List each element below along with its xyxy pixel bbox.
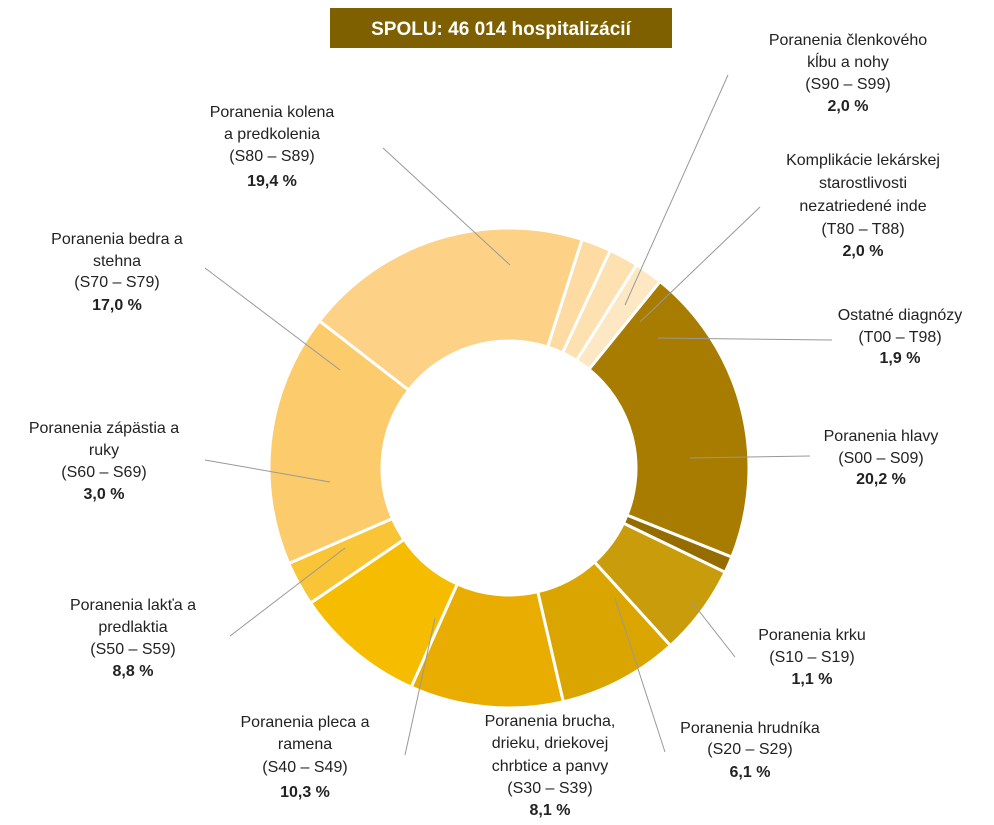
donut-segment bbox=[317, 226, 585, 393]
value-label: 10,3 % bbox=[280, 784, 330, 801]
label-line: kĺbu a nohy bbox=[807, 52, 889, 71]
leader-line bbox=[204, 267, 341, 371]
value-label: 19,4 % bbox=[247, 173, 297, 190]
label-line: (S90 – S99) bbox=[805, 76, 890, 93]
label-line: Komplikácie lekárskej bbox=[786, 152, 940, 169]
label-line: (S70 – S79) bbox=[74, 274, 159, 291]
donut-segment bbox=[267, 318, 411, 566]
label-line: (T00 – T98) bbox=[858, 329, 941, 346]
leader-line bbox=[204, 459, 331, 483]
label-line: drieku, driekovej bbox=[492, 735, 609, 752]
label-line: Poranenia pleca a bbox=[241, 714, 370, 731]
leader-line bbox=[614, 597, 666, 753]
value-label: 2,0 % bbox=[843, 243, 884, 260]
label-line: stehna bbox=[93, 253, 141, 270]
value-label: 8,8 % bbox=[113, 663, 154, 680]
label-line: starostlivosti bbox=[819, 175, 907, 192]
label-line: (S60 – S69) bbox=[61, 464, 146, 481]
donut-segment bbox=[586, 279, 751, 560]
label-line: (S10 – S19) bbox=[769, 649, 854, 666]
label-line: (S20 – S29) bbox=[707, 741, 792, 758]
label-line: ramena bbox=[278, 736, 332, 753]
value-label: 1,1 % bbox=[792, 671, 833, 688]
leader-line bbox=[689, 455, 811, 459]
label-line: a predkolenia bbox=[224, 126, 320, 143]
chart-title: SPOLU: 46 014 hospitalizácií bbox=[371, 19, 631, 40]
title-box bbox=[330, 8, 672, 48]
label-line: (S40 – S49) bbox=[262, 759, 347, 776]
label-line: Poranenia krku bbox=[758, 627, 866, 644]
label-line: ruky bbox=[89, 442, 119, 459]
label-line: Poranenia zápästia a bbox=[29, 420, 179, 437]
label-line: (S30 – S39) bbox=[507, 780, 592, 797]
label-line: Poranenia hrudníka bbox=[680, 720, 820, 737]
donut-segment bbox=[574, 262, 663, 372]
leader-line bbox=[639, 206, 761, 323]
value-label: 1,9 % bbox=[880, 350, 921, 367]
value-label: 17,0 % bbox=[92, 297, 142, 314]
label-line: Poranenia bedra a bbox=[51, 231, 183, 248]
label-line: Poranenia hlavy bbox=[824, 428, 939, 445]
leader-line bbox=[229, 547, 346, 637]
label-line: Poranenia lakťa a bbox=[70, 597, 196, 614]
value-label: 20,2 % bbox=[856, 471, 906, 488]
value-label: 2,0 % bbox=[828, 98, 869, 115]
leader-line bbox=[382, 147, 511, 266]
label-line: Poranenia členkového bbox=[769, 32, 927, 49]
leader-line bbox=[691, 601, 736, 658]
leader-line bbox=[624, 74, 729, 306]
leader-line bbox=[404, 617, 436, 756]
label-line: Poranenia kolena bbox=[210, 104, 335, 121]
value-label: 6,1 % bbox=[730, 764, 771, 781]
label-line: nezatriedené inde bbox=[799, 198, 926, 215]
value-label: 8,1 % bbox=[530, 802, 571, 819]
label-line: chrbtice a panvy bbox=[492, 758, 609, 775]
label-line: Ostatné diagnózy bbox=[838, 307, 963, 324]
label-line: (S80 – S89) bbox=[229, 148, 314, 165]
label-line: predlaktia bbox=[98, 619, 167, 636]
label-line: (S50 – S59) bbox=[90, 641, 175, 658]
label-line: (S00 – S09) bbox=[838, 450, 923, 467]
value-label: 3,0 % bbox=[84, 486, 125, 503]
label-line: (T80 – T88) bbox=[821, 221, 904, 238]
leader-line bbox=[657, 337, 833, 341]
label-line: Poranenia brucha, bbox=[485, 713, 616, 730]
